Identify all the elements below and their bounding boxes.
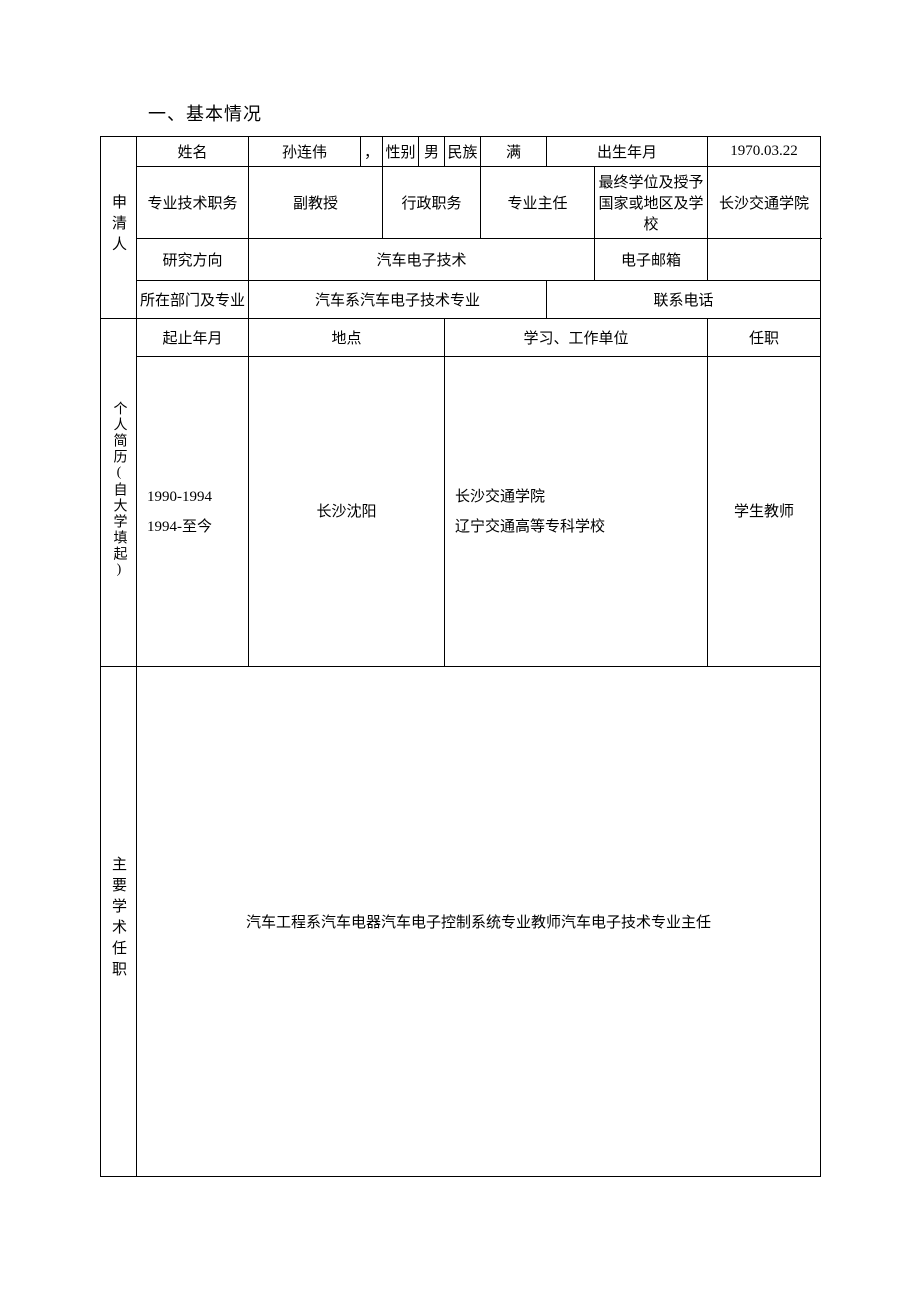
name-label: 姓名 [137, 137, 249, 167]
ethnicity-label: 民族 [445, 137, 481, 167]
pro-title-value: 副教授 [249, 167, 383, 239]
ethnicity-value: 满 [481, 137, 547, 167]
table-row: 专业技术职务 副教授 行政职务 专业主任 最终学位及授予国家或地区及学校 长沙交… [101, 167, 821, 239]
unit-value-2: 辽宁交通高等专科学校 [455, 512, 605, 542]
unit-value-1: 长沙交通学院 [455, 482, 545, 512]
table-row: 个人简历(自大学填起) 起止年月 地点 学习、工作单位 任职 [101, 319, 821, 357]
period-values: 1990-1994 1994-至今 [137, 357, 249, 667]
position-value-text: 学生教师 [734, 497, 794, 527]
admin-label: 行政职务 [383, 167, 481, 239]
gender-label: 性别 [383, 137, 419, 167]
location-value-text: 长沙沈阳 [316, 497, 376, 527]
resume-side-label: 个人简历(自大学填起) [101, 319, 137, 667]
pro-title-label: 专业技术职务 [137, 167, 249, 239]
admin-value: 专业主任 [481, 167, 595, 239]
period-value-1: 1990-1994 [147, 482, 212, 512]
name-value: 孙连伟 [249, 137, 361, 167]
location-header: 地点 [249, 319, 445, 357]
comma: ， [361, 137, 383, 167]
research-label: 研究方向 [137, 239, 249, 281]
position-value: 学生教师 [708, 357, 821, 667]
table-row: 主要学术任职 汽车工程系汽车电器汽车电子控制系统专业教师汽车电子技术专业主任 [101, 667, 821, 1177]
table-row: 申清人 姓名 孙连伟 ， 性别 男 民族 满 出生年月 1970.03.22 [101, 137, 821, 167]
academic-side-label: 主要学术任职 [101, 667, 137, 1177]
applicant-side-label: 申清人 [101, 137, 137, 319]
applicant-side-label-text: 申清人 [108, 194, 129, 257]
degree-label: 最终学位及授予国家或地区及学校 [595, 167, 708, 239]
dob-value: 1970.03.22 [708, 137, 821, 167]
academic-content: 汽车工程系汽车电器汽车电子控制系统专业教师汽车电子技术专业主任 [137, 667, 821, 1177]
dept-label: 所在部门及专业 [137, 281, 249, 319]
degree-value: 长沙交通学院 [708, 167, 821, 239]
position-header: 任职 [708, 319, 821, 357]
gender-value: 男 [419, 137, 445, 167]
dept-value: 汽车系汽车电子技术专业 [249, 281, 547, 319]
phone-label: 联系电话 [547, 281, 821, 319]
dob-label: 出生年月 [547, 137, 708, 167]
resume-side-label-text: 个人简历(自大学填起) [109, 401, 129, 579]
email-label: 电子邮箱 [595, 239, 708, 281]
table-row: 1990-1994 1994-至今 长沙沈阳 长沙交通学院 辽宁交通高等专科学校… [101, 357, 821, 667]
period-value-2: 1994-至今 [147, 512, 212, 542]
email-value [708, 239, 821, 281]
period-header: 起止年月 [137, 319, 249, 357]
table-row: 研究方向 汽车电子技术 电子邮箱 [101, 239, 821, 281]
unit-header: 学习、工作单位 [445, 319, 708, 357]
research-value: 汽车电子技术 [249, 239, 595, 281]
table-row: 所在部门及专业 汽车系汽车电子技术专业 联系电话 [101, 281, 821, 319]
section-title: 一、基本情况 [148, 100, 820, 126]
location-value: 长沙沈阳 [249, 357, 445, 667]
basic-info-table: 申清人 姓名 孙连伟 ， 性别 男 民族 满 出生年月 1970.03.22 专… [100, 136, 821, 1177]
academic-side-label-text: 主要学术任职 [108, 856, 129, 982]
unit-values: 长沙交通学院 辽宁交通高等专科学校 [445, 357, 708, 667]
